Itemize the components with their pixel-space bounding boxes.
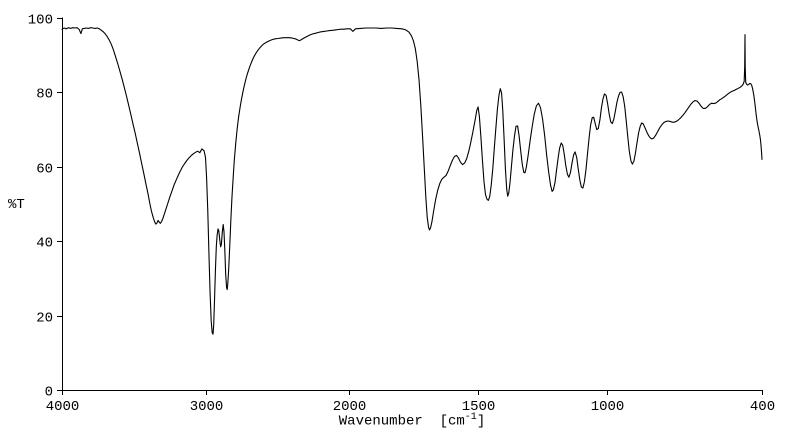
x-tick-label: 3000 [190,399,224,415]
y-tick-label: 80 [36,87,53,103]
x-axis-title-sup: -1 [464,412,477,423]
x-tick-label: 400 [750,399,775,415]
x-tick-label: 1000 [591,399,625,415]
y-tick-label: 20 [36,311,53,327]
y-tick-label: 0 [45,385,53,401]
y-axis-title: %T [8,197,25,213]
x-axis-title: Wavenumber [cm-1] [62,412,762,430]
x-tick-label: 2000 [333,399,367,415]
y-tick-label: 100 [28,13,53,29]
x-axis-title-text: Wavenumber [cm [338,413,465,430]
y-tick-label: 60 [36,162,53,178]
x-axis-title-suffix: ] [476,413,486,430]
spectrum-line [61,27,763,335]
x-tick-label: 4000 [46,399,80,415]
x-tick-label: 1500 [462,399,496,415]
y-tick-label: 40 [36,236,53,252]
